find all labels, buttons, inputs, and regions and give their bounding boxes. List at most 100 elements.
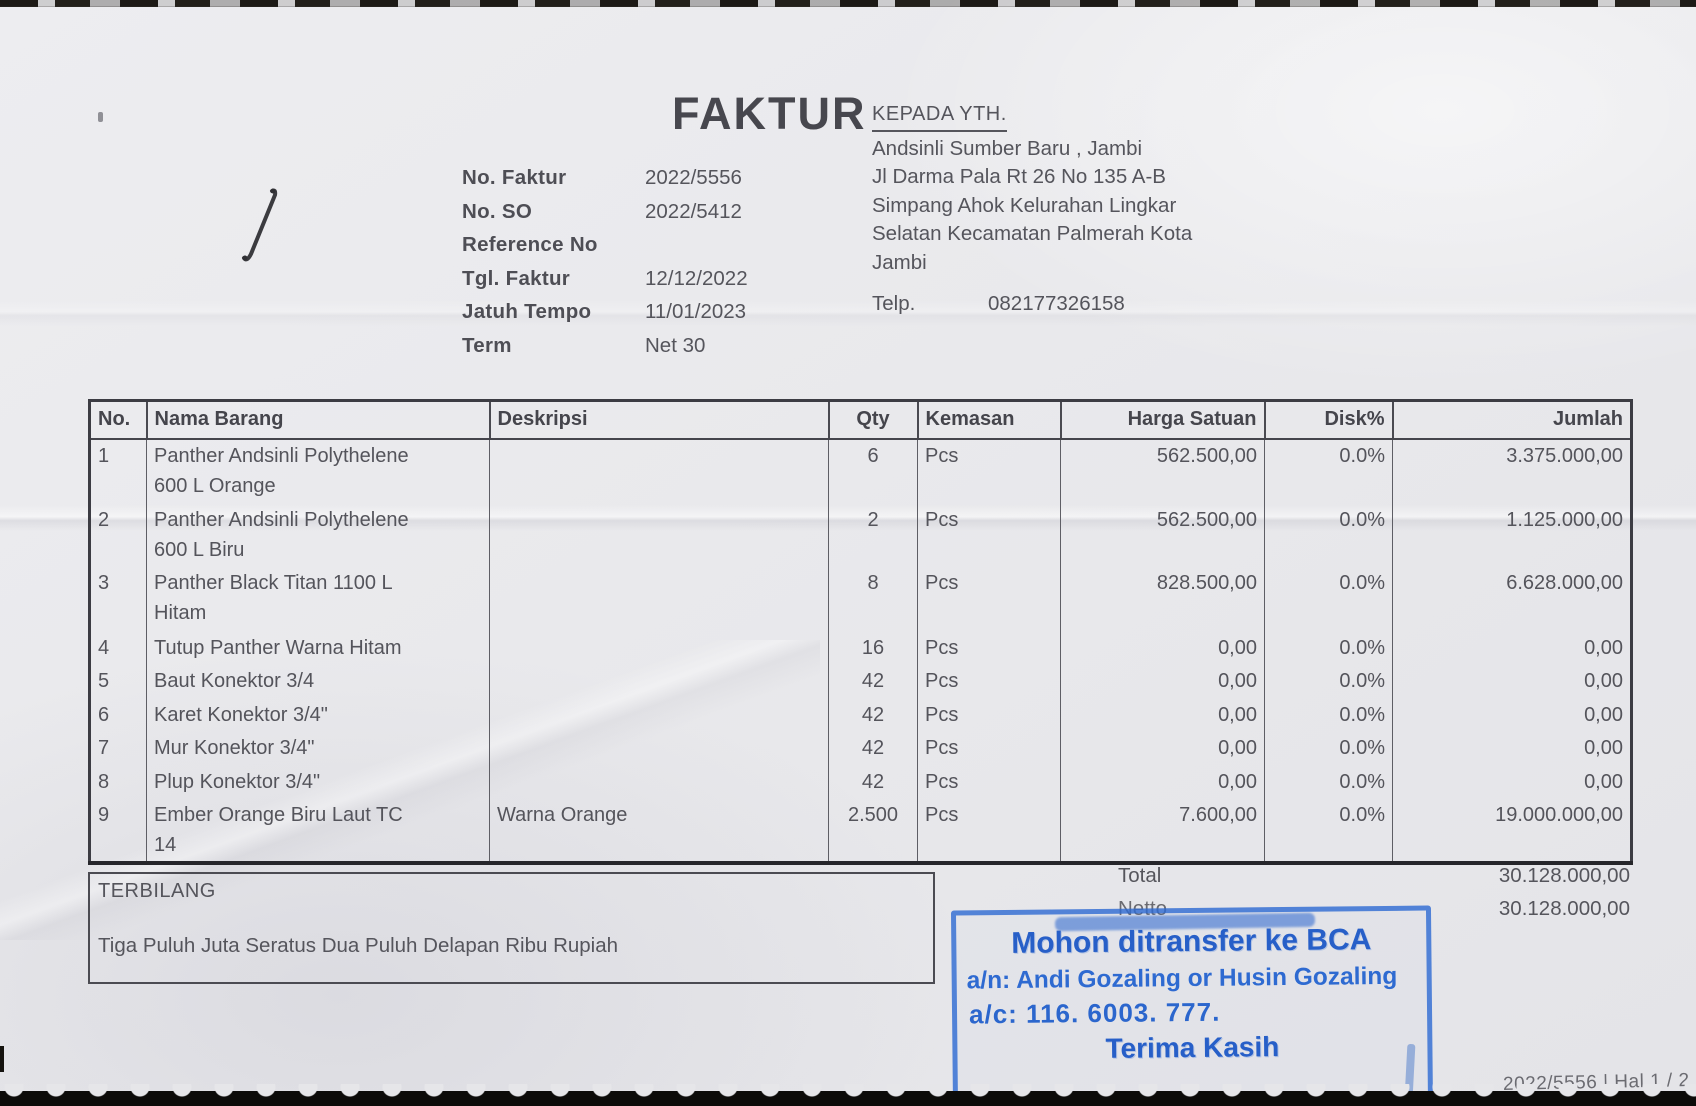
cell-jumlah: 6.628.000,00 (1392, 566, 1632, 632)
col-header-kemasan: Kemasan (916, 399, 1062, 440)
total-row: Total 30.128.000,00 (1110, 864, 1630, 897)
cell-disk: 0.0% (1264, 631, 1393, 665)
total-label: Total (1118, 864, 1162, 887)
cell-nama: Tutup Panther Warna Hitam (146, 631, 490, 665)
cell-harga: 0,00 (1060, 731, 1265, 766)
cell-qty: 6 (828, 438, 918, 504)
recipient-block: KEPADA YTH. Andsinli Sumber Baru , Jambi… (872, 100, 1292, 277)
cell-deskripsi (489, 698, 829, 732)
cell-nama: Mur Konektor 3/4" (146, 731, 490, 766)
cell-nama: Ember Orange Biru Laut TC 14 (146, 798, 490, 863)
recipient-address-line: Simpang Ahok Kelurahan Lingkar (872, 193, 1177, 217)
cell-no: 9 (89, 798, 147, 863)
cell-qty: 16 (828, 631, 918, 665)
col-header-deskripsi: Deskripsi (488, 399, 830, 440)
cell-jumlah: 19.000.000,00 (1392, 798, 1632, 863)
table-row: 6 Karet Konektor 3/4" 42 Pcs 0,00 0.0% 0… (89, 698, 1632, 732)
netto-label: Netto (1118, 897, 1167, 920)
cell-qty: 2.500 (828, 798, 918, 863)
col-header-qty: Qty (827, 399, 919, 440)
stamp-line-account-name: a/n: Andi Gozaling or Husin Gozaling (966, 962, 1398, 995)
cell-harga: 828.500,00 (1060, 566, 1265, 632)
cell-jumlah: 0,00 (1392, 631, 1632, 665)
terbilang-box: TERBILANG Tiga Puluh Juta Seratus Dua Pu… (88, 872, 935, 984)
line-items-table: No. Nama Barang Deskripsi Qty Kemasan Ha… (88, 399, 1633, 865)
staple-icon (242, 188, 278, 262)
cell-qty: 8 (828, 566, 918, 632)
meta-value: 2022/5556 (645, 166, 742, 189)
cell-deskripsi (489, 664, 829, 699)
meta-value: Net 30 (645, 333, 706, 357)
cell-nama: Panther Andsinli Polythelene 600 L Biru (146, 503, 490, 567)
recipient-address-line: Jambi (872, 250, 927, 274)
cell-deskripsi (489, 566, 829, 632)
stamp-line-thanks: Terima Kasih (1105, 1031, 1280, 1064)
cell-disk: 0.0% (1264, 566, 1393, 632)
scan-bottom-edge (0, 1084, 1696, 1106)
col-header-disk: Disk% (1263, 399, 1394, 440)
cell-deskripsi (489, 731, 829, 766)
meta-row-term: Term Net 30 (462, 334, 862, 368)
cell-disk: 0.0% (1264, 503, 1393, 567)
cell-kemasan: Pcs (917, 503, 1061, 567)
cell-deskripsi (489, 631, 829, 665)
cell-nama: Karet Konektor 3/4" (146, 698, 490, 732)
meta-label: Term (462, 333, 512, 357)
meta-row-no-faktur: No. Faktur 2022/5556 (462, 166, 862, 200)
col-header-harga: Harga Satuan (1059, 399, 1266, 440)
cell-no: 8 (89, 765, 147, 799)
phone-row: Telp. 082177326158 (872, 292, 1292, 316)
cell-kemasan: Pcs (917, 664, 1061, 699)
cell-deskripsi (489, 765, 829, 799)
page-title: FAKTUR (672, 88, 867, 139)
cell-qty: 42 (828, 765, 918, 799)
cell-jumlah: 0,00 (1392, 731, 1632, 766)
cell-kemasan: Pcs (917, 631, 1061, 665)
meta-row-jatuh-tempo: Jatuh Tempo 11/01/2023 (462, 300, 862, 334)
cell-kemasan: Pcs (917, 438, 1061, 504)
terbilang-label: TERBILANG (98, 880, 216, 902)
ink-speck (98, 112, 103, 122)
cell-disk: 0.0% (1264, 765, 1393, 799)
scan-edge-artifact (0, 1046, 4, 1072)
cell-disk: 0.0% (1264, 698, 1393, 732)
table-row: 7 Mur Konektor 3/4" 42 Pcs 0,00 0.0% 0,0… (89, 731, 1632, 766)
phone-label: Telp. (872, 292, 916, 315)
cell-jumlah: 1.125.000,00 (1392, 503, 1632, 567)
cell-harga: 0,00 (1060, 765, 1265, 799)
table-row: 1 Panther Andsinli Polythelene 600 L Ora… (89, 438, 1632, 504)
cell-disk: 0.0% (1264, 798, 1393, 863)
cell-harga: 562.500,00 (1060, 503, 1265, 567)
cell-harga: 0,00 (1060, 664, 1265, 699)
cell-deskripsi: Warna Orange (489, 798, 829, 863)
meta-row-no-so: No. SO 2022/5412 (462, 200, 862, 234)
col-header-no: No. (88, 399, 148, 440)
phone-value: 082177326158 (988, 292, 1125, 315)
recipient-name: Andsinli Sumber Baru , Jambi (872, 136, 1143, 160)
cell-no: 2 (89, 503, 147, 567)
meta-label: Reference No (462, 233, 598, 256)
table-header-row: No. Nama Barang Deskripsi Qty Kemasan Ha… (88, 399, 1633, 440)
meta-row-tgl-faktur: Tgl. Faktur 12/12/2022 (462, 267, 862, 301)
cell-jumlah: 0,00 (1392, 765, 1632, 799)
table-row: 8 Plup Konektor 3/4" 42 Pcs 0,00 0.0% 0,… (89, 765, 1632, 799)
meta-label: Jatuh Tempo (462, 300, 592, 323)
cell-nama: Panther Black Titan 1100 L Hitam (146, 566, 490, 632)
table-row: 2 Panther Andsinli Polythelene 600 L Bir… (89, 503, 1632, 567)
cell-qty: 42 (828, 731, 918, 766)
cell-kemasan: Pcs (917, 798, 1061, 863)
table-row: 3 Panther Black Titan 1100 L Hitam 8 Pcs… (89, 566, 1632, 632)
totals-block: Total 30.128.000,00 Netto 30.128.000,00 (1110, 864, 1630, 930)
meta-value: 12/12/2022 (645, 266, 748, 290)
col-header-nama: Nama Barang (145, 399, 491, 440)
stamp-line-account-number: a/c: 116. 6003. 777. (968, 996, 1221, 1030)
cell-deskripsi (489, 503, 829, 567)
meta-label: Tgl. Faktur (462, 266, 571, 290)
cell-harga: 0,00 (1060, 631, 1265, 665)
cell-no: 3 (89, 566, 147, 632)
cell-deskripsi (489, 438, 829, 504)
meta-row-reference-no: Reference No (462, 233, 862, 267)
cell-kemasan: Pcs (917, 731, 1061, 766)
meta-value: 11/01/2023 (645, 300, 747, 323)
